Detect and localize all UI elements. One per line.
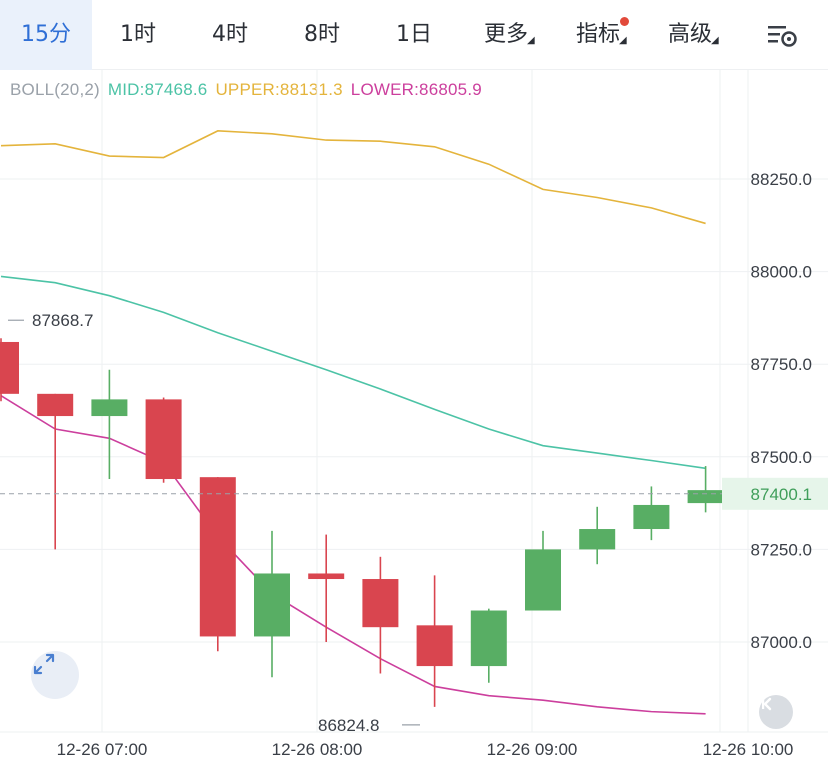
boll-lower-value: LOWER:86805.9 — [350, 80, 482, 99]
x-tick-label: 12-26 09:00 — [487, 740, 578, 759]
chart-labels: 88250.0 88000.0 87750.0 87500.0 87250.0 87000… — [0, 170, 828, 759]
tab-advanced[interactable]: 高级 ◢ — [644, 0, 736, 70]
candles — [0, 338, 724, 707]
tab-label: 1日 — [396, 22, 432, 47]
boll-lines — [0, 130, 706, 715]
tab-more[interactable]: 更多 ◢ — [460, 0, 552, 70]
dropdown-corner-icon: ◢ — [527, 35, 535, 46]
boll-mid-value: MID:87468.6 — [107, 80, 208, 99]
x-tick-label: 12-26 07:00 — [57, 740, 148, 759]
tab-4h[interactable]: 4时 — [184, 0, 276, 70]
dropdown-corner-icon: ◢ — [619, 35, 627, 46]
candle-body — [91, 399, 128, 417]
y-tick-label: 87250.0 — [751, 540, 812, 559]
candle-body — [525, 549, 561, 611]
boll-legend: BOLL(20,2) MID:87468.6 UPPER:88131.3 LOWER:… — [10, 80, 490, 100]
tab-1d[interactable]: 1日 — [368, 0, 460, 70]
dropdown-corner-icon: ◢ — [711, 35, 719, 46]
chart-settings-button[interactable] — [736, 0, 828, 70]
tab-label: 1时 — [120, 22, 156, 47]
candle-body — [0, 341, 19, 394]
expand-icon — [33, 653, 55, 675]
x-tick-label: 12-26 08:00 — [272, 740, 363, 759]
tab-1h[interactable]: 1时 — [92, 0, 184, 70]
candle-body — [470, 610, 507, 667]
tab-label: 4时 — [212, 22, 248, 47]
x-tick-label: 12-26 10:00 — [703, 740, 794, 759]
tab-15m[interactable]: 15分 — [0, 0, 92, 70]
y-tick-label: 87000.0 — [751, 633, 812, 652]
boll-upper-value: UPPER:88131.3 — [215, 80, 343, 99]
boll-lower-line — [0, 395, 706, 715]
notification-dot-icon — [620, 17, 629, 26]
candle-body — [687, 490, 724, 504]
boll-name: BOLL(20,2) — [10, 80, 100, 99]
low-price-label: 86824.8 — [318, 716, 379, 735]
tab-label: 更多 — [483, 22, 528, 47]
y-tick-label: 87750.0 — [751, 355, 812, 374]
candle-body — [633, 504, 670, 530]
candle-body — [362, 579, 399, 628]
scroll-to-latest-icon — [762, 697, 772, 711]
tab-indicators[interactable]: 指标 ◢ — [552, 0, 644, 70]
current-price-label: 87400.1 — [751, 485, 812, 504]
current-price-tag — [722, 477, 828, 510]
tab-label: 高级 — [667, 22, 712, 47]
y-tick-label: 87500.0 — [751, 448, 812, 467]
candle-body — [199, 477, 236, 637]
chart-settings-icon — [768, 26, 797, 47]
tab-label: 8时 — [304, 22, 340, 47]
scroll-to-latest-button[interactable] — [759, 695, 793, 729]
candle-body — [308, 573, 345, 580]
candle-body — [254, 573, 290, 637]
y-tick-label: 88250.0 — [751, 170, 812, 189]
timeframe-tabs: 15分 1时 4时 8时 1日 更多 ◢ 指标 ◢ 高级 ◢ — [0, 0, 828, 70]
candle-body — [416, 625, 453, 667]
high-price-label: 87868.7 — [32, 311, 93, 330]
boll-upper-line — [0, 130, 706, 225]
chart-grid — [0, 70, 828, 733]
tab-label: 15分 — [21, 22, 71, 47]
y-tick-label: 88000.0 — [751, 263, 812, 282]
candle-body — [145, 399, 182, 480]
candle-body — [579, 529, 616, 550]
boll-mid-line — [0, 275, 706, 470]
expand-chart-button[interactable] — [31, 651, 79, 699]
tab-8h[interactable]: 8时 — [276, 0, 368, 70]
candle-body — [37, 393, 74, 417]
tab-label: 指标 — [575, 22, 620, 47]
